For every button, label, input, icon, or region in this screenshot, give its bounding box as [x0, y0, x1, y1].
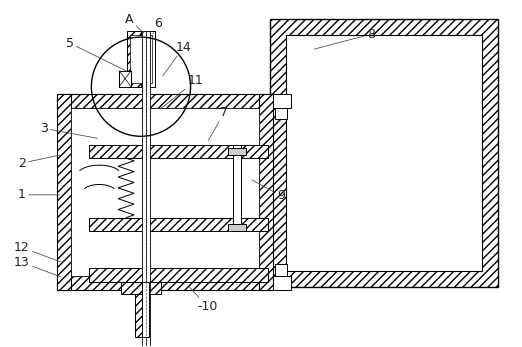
Text: 1: 1 — [18, 188, 60, 201]
Text: 13: 13 — [14, 256, 62, 277]
Text: 2: 2 — [18, 155, 60, 170]
Text: 12: 12 — [14, 241, 62, 262]
Bar — [273, 94, 291, 108]
Text: 6: 6 — [153, 17, 162, 34]
Bar — [286, 35, 482, 271]
Text: 14: 14 — [163, 41, 192, 76]
Bar — [89, 145, 268, 158]
Bar — [273, 276, 291, 290]
Bar — [119, 71, 131, 87]
Bar — [141, 31, 155, 87]
Bar — [273, 94, 291, 108]
Text: 3: 3 — [40, 122, 97, 138]
Bar — [135, 282, 142, 337]
Bar — [127, 31, 141, 87]
Bar — [275, 108, 287, 119]
Text: -10: -10 — [188, 286, 218, 313]
Bar — [146, 31, 150, 347]
Bar — [273, 276, 291, 290]
Bar — [57, 94, 273, 108]
Bar — [270, 19, 498, 287]
Bar — [142, 31, 146, 347]
Bar — [275, 264, 287, 276]
Text: 11: 11 — [161, 74, 204, 109]
Bar — [233, 145, 241, 230]
Bar — [121, 282, 161, 294]
Bar — [89, 218, 268, 230]
Bar — [130, 35, 152, 83]
Text: 5: 5 — [66, 36, 126, 71]
Bar — [228, 148, 246, 155]
Bar — [259, 94, 273, 290]
Bar — [142, 282, 149, 337]
Bar — [89, 268, 268, 282]
Text: 7: 7 — [208, 106, 228, 140]
Bar — [228, 223, 246, 230]
Text: A: A — [125, 13, 144, 33]
Text: 8: 8 — [315, 28, 375, 49]
Bar — [57, 94, 70, 290]
Text: 9: 9 — [252, 180, 285, 202]
Bar — [57, 276, 273, 290]
Bar — [119, 71, 131, 87]
Bar — [70, 108, 259, 276]
